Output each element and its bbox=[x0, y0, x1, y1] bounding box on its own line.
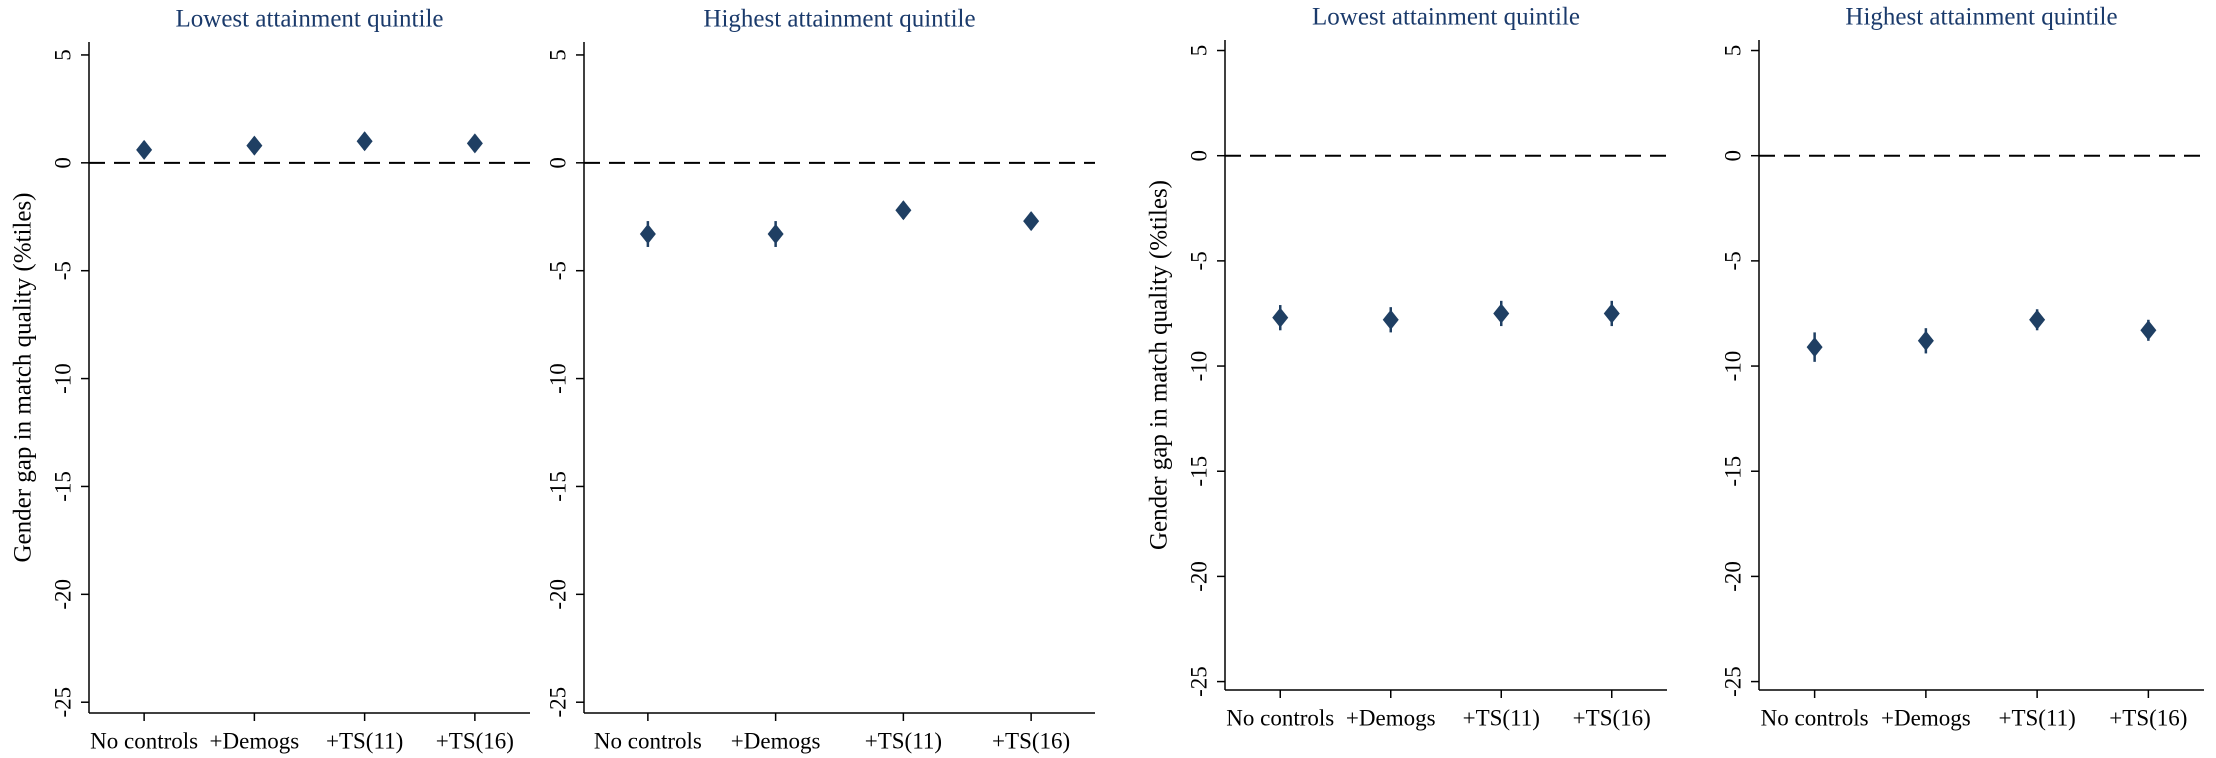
y-tick-label: -5 bbox=[1186, 251, 1211, 270]
y-tick-label: -20 bbox=[1720, 561, 1745, 592]
x-tick-label: No controls bbox=[1761, 705, 1869, 730]
panel-title: Lowest attainment quintile bbox=[176, 6, 444, 33]
point bbox=[356, 131, 373, 152]
point bbox=[1917, 330, 1934, 351]
point bbox=[1806, 337, 1823, 358]
y-tick-label: 5 bbox=[1186, 45, 1211, 57]
y-tick-label: 0 bbox=[545, 157, 570, 169]
y-tick-label: -15 bbox=[545, 471, 570, 502]
point bbox=[767, 224, 784, 245]
point bbox=[466, 133, 483, 154]
point bbox=[1272, 307, 1289, 328]
y-tick-label: 0 bbox=[1186, 150, 1211, 162]
x-tick-label: +TS(11) bbox=[1998, 705, 2075, 730]
x-tick-label: +TS(16) bbox=[436, 728, 514, 753]
x-tick-label: +Demogs bbox=[731, 728, 821, 753]
y-tick-label: 5 bbox=[545, 49, 570, 61]
panel-title: Lowest attainment quintile bbox=[1312, 4, 1580, 31]
x-tick-label: +TS(11) bbox=[865, 728, 942, 753]
y-tick-label: -25 bbox=[1720, 666, 1745, 697]
x-tick-label: No controls bbox=[594, 728, 702, 753]
point bbox=[1023, 211, 1040, 232]
y-tick-label: -10 bbox=[545, 363, 570, 394]
x-tick-label: +Demogs bbox=[210, 728, 300, 753]
point bbox=[1603, 303, 1620, 324]
panel-title: Highest attainment quintile bbox=[703, 6, 975, 33]
y-tick-label: -20 bbox=[1186, 561, 1211, 592]
x-tick-label: +Demogs bbox=[1346, 705, 1436, 730]
point bbox=[246, 135, 263, 156]
x-tick-label: +TS(11) bbox=[1463, 705, 1540, 730]
point bbox=[639, 224, 656, 245]
y-tick-label: -15 bbox=[50, 471, 75, 502]
y-tick-label: 5 bbox=[1720, 45, 1745, 57]
x-tick-label: No controls bbox=[90, 728, 198, 753]
y-tick-label: -5 bbox=[50, 261, 75, 280]
point bbox=[1493, 303, 1510, 324]
point bbox=[895, 200, 912, 221]
y-tick-label: -20 bbox=[50, 579, 75, 610]
panel-title: Highest attainment quintile bbox=[1845, 4, 2117, 31]
point bbox=[2140, 320, 2157, 341]
y-tick-label: -20 bbox=[545, 579, 570, 610]
point bbox=[2029, 309, 2046, 330]
y-tick-label: -25 bbox=[50, 687, 75, 718]
y-tick-label: -10 bbox=[1186, 351, 1211, 382]
y-tick-label: 5 bbox=[50, 49, 75, 61]
x-tick-label: +TS(16) bbox=[1573, 705, 1651, 730]
x-tick-label: +TS(16) bbox=[992, 728, 1070, 753]
y-tick-label: 0 bbox=[1720, 150, 1745, 162]
point bbox=[1382, 309, 1399, 330]
x-tick-label: No controls bbox=[1226, 705, 1334, 730]
y-tick-label: -5 bbox=[545, 261, 570, 280]
y-axis-label: Gender gap in match quality (%tiles) bbox=[1146, 180, 1173, 550]
y-axis-label: Gender gap in match quality (%tiles) bbox=[10, 192, 37, 562]
y-tick-label: -10 bbox=[1720, 351, 1745, 382]
point bbox=[136, 139, 153, 160]
x-tick-label: +TS(11) bbox=[326, 728, 403, 753]
y-tick-label: -5 bbox=[1720, 251, 1745, 270]
x-tick-label: +Demogs bbox=[1881, 705, 1971, 730]
y-tick-label: -15 bbox=[1720, 456, 1745, 487]
y-tick-label: -15 bbox=[1186, 456, 1211, 487]
y-tick-label: -25 bbox=[545, 687, 570, 718]
x-tick-label: +TS(16) bbox=[2109, 705, 2187, 730]
y-tick-label: 0 bbox=[50, 157, 75, 169]
y-tick-label: -10 bbox=[50, 363, 75, 394]
y-tick-label: -25 bbox=[1186, 666, 1211, 697]
